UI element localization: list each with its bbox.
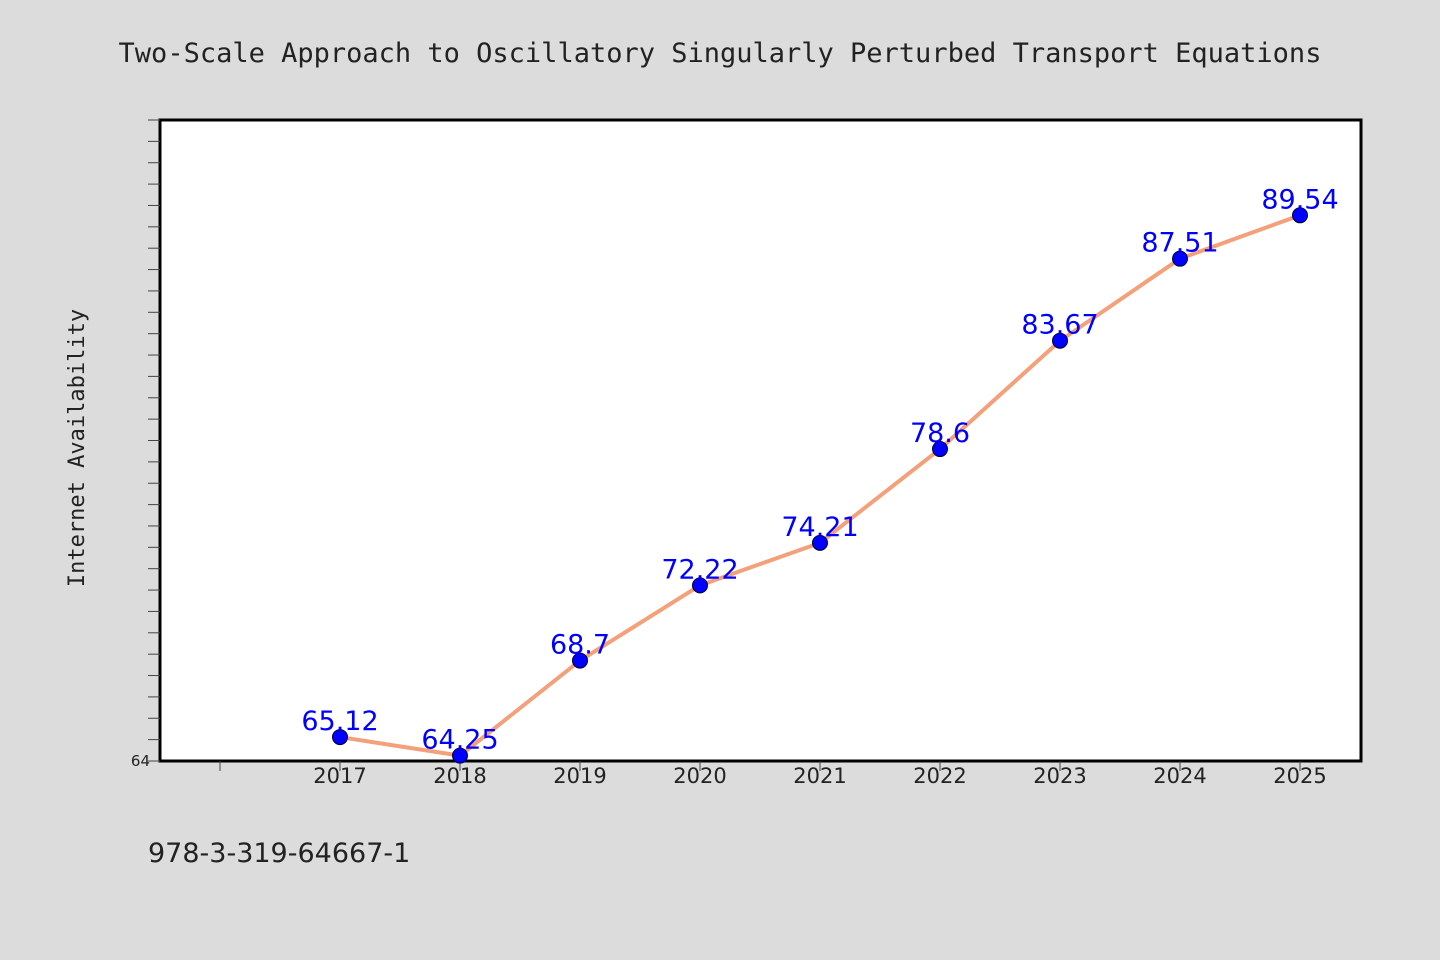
x-tick-label: 2023 xyxy=(1033,764,1086,788)
plot-area xyxy=(158,118,1363,763)
y-axis-label: Internet Availability xyxy=(65,309,90,587)
x-tick-label: 2018 xyxy=(433,764,486,788)
data-label: 89.54 xyxy=(1261,184,1338,215)
x-tick-label: 2022 xyxy=(913,764,966,788)
x-tick-label: 2024 xyxy=(1153,764,1206,788)
x-tick-label: 2021 xyxy=(793,764,846,788)
data-label: 72.22 xyxy=(661,554,738,585)
data-label: 65.12 xyxy=(301,706,378,737)
data-point xyxy=(812,534,828,551)
series-layer xyxy=(332,207,1308,764)
data-point xyxy=(692,577,708,594)
chart-title: Two-Scale Approach to Oscillatory Singul… xyxy=(119,38,1322,69)
isbn-footer: 978-3-319-64667-1 xyxy=(148,838,410,869)
y-axis-ticks: 64 xyxy=(131,119,160,770)
x-tick-label: 2020 xyxy=(673,764,726,788)
y-tick-label: 64 xyxy=(131,752,150,770)
data-point xyxy=(1172,250,1188,267)
data-label: 74.21 xyxy=(781,512,858,543)
x-axis-ticks: 2017 2018 2019 2020 2021 2022 2023 2024 2025 xyxy=(219,761,1327,788)
data-point xyxy=(932,441,948,458)
data-point xyxy=(1292,207,1308,224)
data-point xyxy=(1052,332,1068,349)
data-point xyxy=(572,652,588,669)
data-label: 87.51 xyxy=(1141,228,1218,259)
x-tick-label: 2019 xyxy=(553,764,606,788)
data-label: 68.7 xyxy=(550,630,610,661)
data-label: 83.67 xyxy=(1021,310,1098,341)
data-labels: 65.12 64.25 68.7 72.22 74.21 78.6 83.67 87.51 89… xyxy=(301,184,1338,755)
x-tick-label: 2017 xyxy=(313,764,366,788)
data-point xyxy=(332,729,348,746)
data-point xyxy=(452,747,468,764)
x-tick-label: 2025 xyxy=(1273,764,1326,788)
data-label: 64.25 xyxy=(421,725,498,756)
data-label: 78.6 xyxy=(910,418,970,449)
